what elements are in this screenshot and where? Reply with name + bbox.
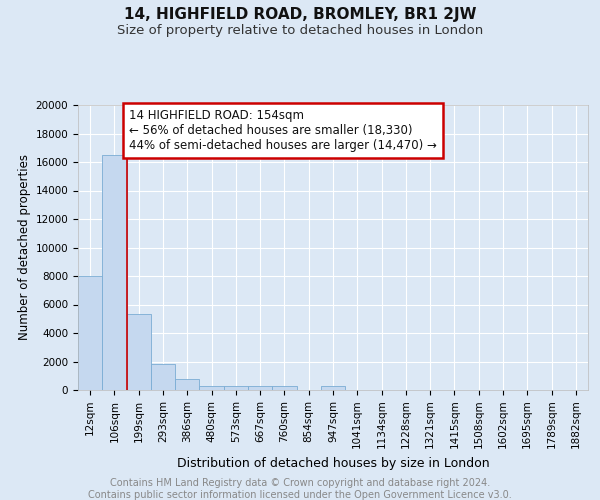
Bar [175,378,199,390]
Text: Contains public sector information licensed under the Open Government Licence v3: Contains public sector information licen… [88,490,512,500]
Bar [224,386,248,390]
Y-axis label: Number of detached properties: Number of detached properties [19,154,31,340]
Bar [272,386,296,390]
Text: 14 HIGHFIELD ROAD: 154sqm
← 56% of detached houses are smaller (18,330)
44% of s: 14 HIGHFIELD ROAD: 154sqm ← 56% of detac… [129,110,437,152]
Bar [151,364,175,390]
Bar [199,386,224,390]
Text: Size of property relative to detached houses in London: Size of property relative to detached ho… [117,24,483,37]
Bar [248,386,272,390]
Text: Contains HM Land Registry data © Crown copyright and database right 2024.: Contains HM Land Registry data © Crown c… [110,478,490,488]
Bar [78,276,102,390]
Text: 14, HIGHFIELD ROAD, BROMLEY, BR1 2JW: 14, HIGHFIELD ROAD, BROMLEY, BR1 2JW [124,8,476,22]
Bar [321,386,345,390]
Bar [102,155,127,390]
X-axis label: Distribution of detached houses by size in London: Distribution of detached houses by size … [176,457,490,470]
Bar [127,314,151,390]
